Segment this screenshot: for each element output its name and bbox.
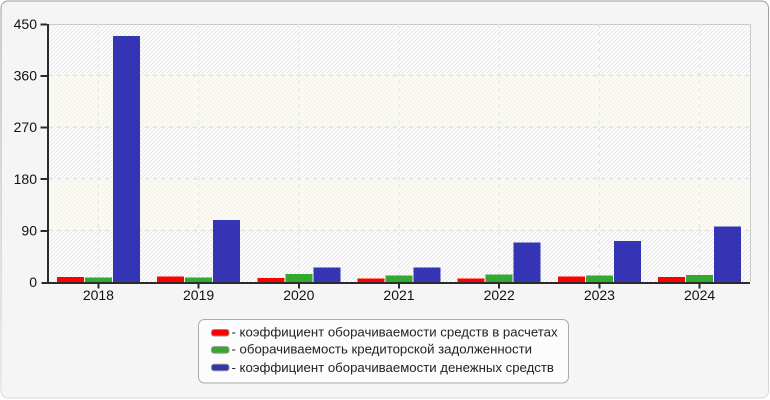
svg-text:2018: 2018 (83, 287, 114, 303)
svg-text:2022: 2022 (484, 287, 515, 303)
svg-text:180: 180 (14, 171, 38, 187)
svg-text:90: 90 (21, 222, 37, 238)
svg-text:- коэффициент оборачиваемости: - коэффициент оборачиваемости средств в … (232, 324, 559, 339)
svg-text:2020: 2020 (283, 287, 314, 303)
svg-text:- коэффициент оборачиваемости: - коэффициент оборачиваемости денежных с… (232, 360, 554, 375)
svg-text:2021: 2021 (383, 287, 414, 303)
svg-text:2024: 2024 (684, 287, 715, 303)
svg-text:450: 450 (14, 16, 38, 32)
svg-text:0: 0 (29, 274, 37, 290)
svg-text:- оборачиваемость кредиторской: - оборачиваемость кредиторской задолженн… (232, 341, 533, 356)
svg-text:360: 360 (14, 68, 38, 84)
svg-text:2019: 2019 (183, 287, 214, 303)
svg-text:2023: 2023 (584, 287, 615, 303)
svg-text:270: 270 (14, 119, 38, 135)
